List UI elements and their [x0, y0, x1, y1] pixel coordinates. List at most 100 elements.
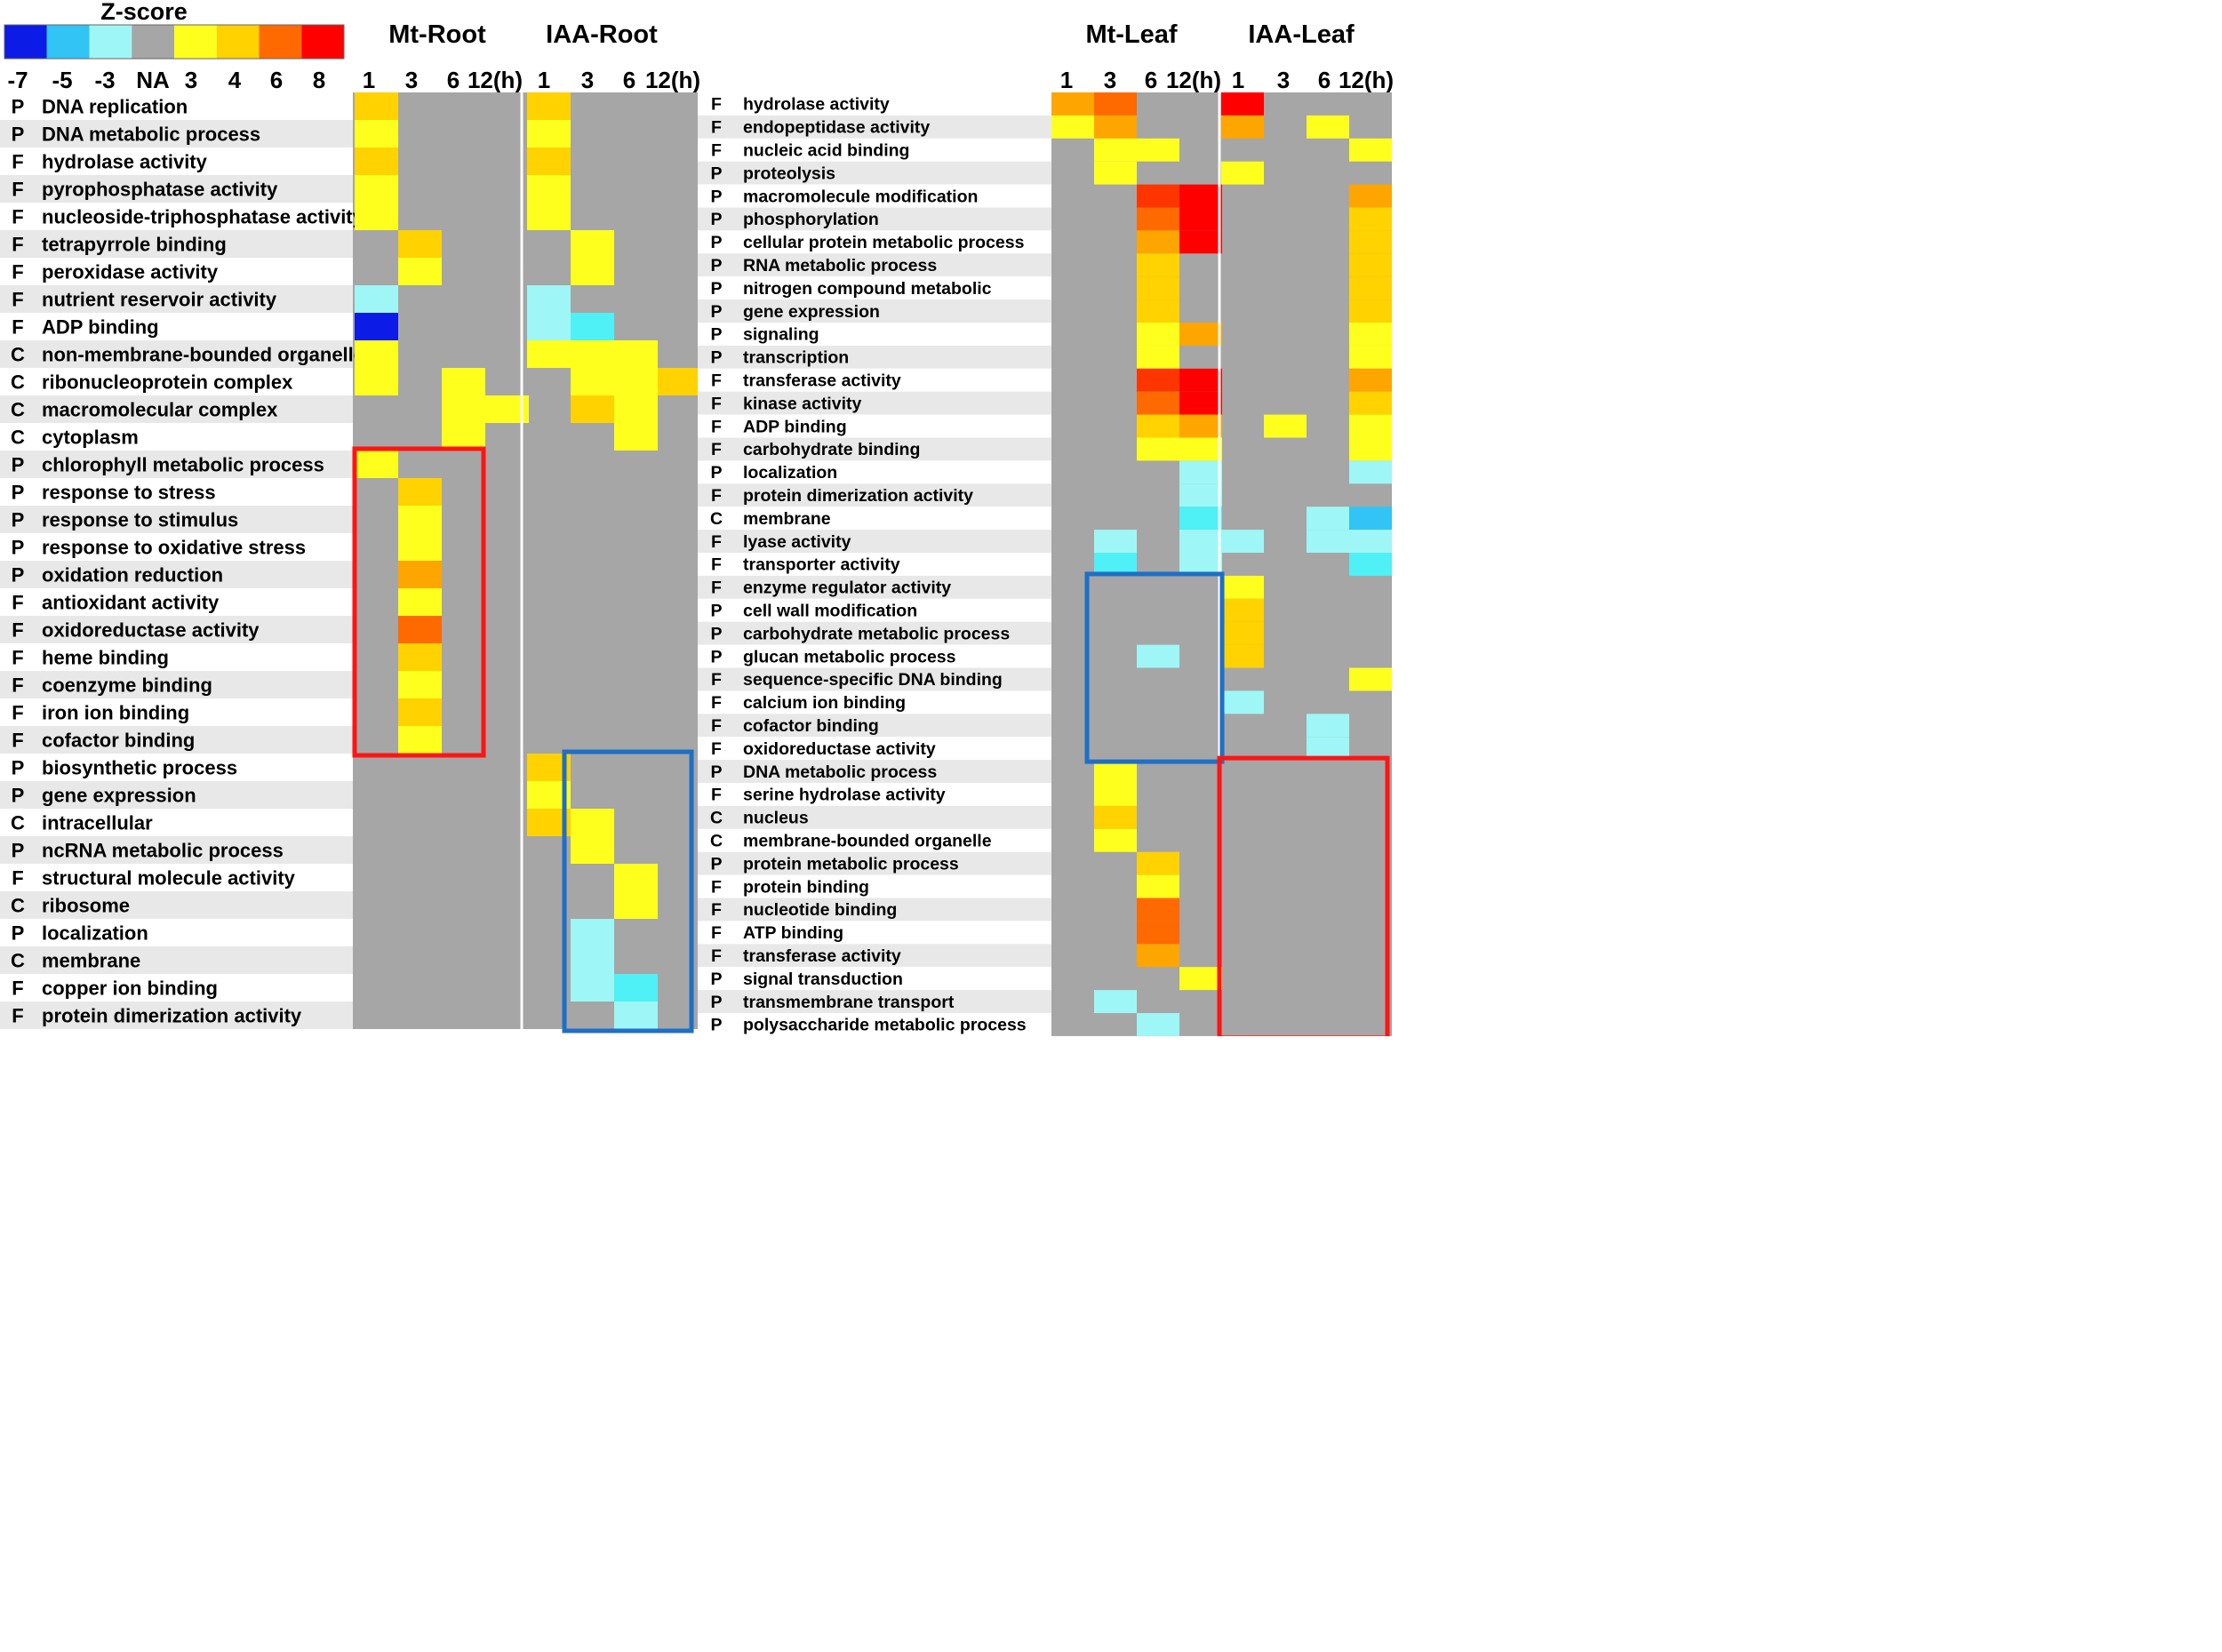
heatmap-cell — [1137, 276, 1179, 300]
heatmap-cell — [1137, 898, 1179, 922]
term-name: polysaccharide metabolic process — [743, 1016, 1027, 1035]
term-category: F — [12, 261, 23, 283]
term-row-background — [0, 92, 353, 120]
heatmap-cell — [571, 313, 614, 340]
term-name: transmembrane transport — [743, 993, 955, 1012]
term-name: cytoplasm — [42, 427, 139, 449]
heatmap-cell — [527, 340, 571, 368]
term-row-background — [0, 643, 353, 671]
term-category: P — [12, 454, 25, 476]
term-row-background — [0, 809, 353, 836]
heatmap-cell — [355, 92, 398, 120]
heatmap-cell — [571, 395, 614, 423]
heatmap-cell — [571, 919, 614, 946]
legend-swatch — [301, 25, 344, 59]
term-category: P — [710, 302, 722, 322]
time-point-label: 1 — [1060, 67, 1073, 93]
term-name: nucleus — [743, 809, 809, 828]
legend-swatch — [4, 25, 47, 59]
term-name: macromolecule modification — [743, 187, 978, 206]
heatmap-cell — [398, 561, 442, 588]
heatmap-cell — [614, 395, 658, 423]
heatmap-cell — [527, 175, 571, 203]
term-category: C — [710, 831, 723, 850]
heatmap-cell — [1349, 207, 1392, 231]
heatmap-cell — [1137, 391, 1179, 415]
heatmap-cell — [398, 726, 442, 754]
heatmap-cell — [1137, 299, 1179, 323]
term-category: F — [711, 877, 722, 897]
legend-title: Z-score — [100, 0, 188, 25]
heatmap-cell — [1179, 530, 1222, 553]
time-point-label: 12(h) — [1339, 67, 1394, 93]
time-point-label: 1 — [1232, 67, 1244, 93]
term-row-background — [698, 828, 1051, 852]
term-row-background — [0, 313, 353, 340]
term-category: F — [12, 151, 23, 173]
legend-swatch — [174, 25, 217, 59]
heatmap-cell — [1349, 414, 1392, 438]
term-row-background — [0, 671, 353, 698]
heatmap-cell — [1349, 276, 1392, 300]
term-row-background — [698, 299, 1051, 323]
legend-label: -7 — [7, 67, 28, 93]
legend-label: 6 — [270, 67, 283, 93]
heatmap-cell — [398, 506, 442, 533]
heatmap-cell — [1137, 345, 1179, 369]
term-row-background — [698, 898, 1051, 922]
heatmap-cell — [1137, 944, 1179, 968]
term-category: F — [711, 532, 722, 552]
term-name: carbohydrate metabolic process — [743, 624, 1010, 643]
term-name: glucan metabolic process — [743, 647, 956, 666]
term-name: gene expression — [743, 302, 880, 322]
heatmap-cell — [614, 340, 658, 368]
term-row-background — [698, 530, 1051, 553]
term-row-background — [0, 946, 353, 974]
heatmap-cell — [1221, 161, 1264, 185]
term-row-background — [698, 874, 1051, 898]
term-category: C — [710, 809, 723, 828]
heatmap-cell — [1137, 230, 1179, 254]
term-row-background — [0, 340, 353, 368]
term-category: P — [12, 482, 25, 504]
term-category: P — [710, 854, 722, 874]
heatmap-cell — [355, 340, 398, 368]
term-name: protein dimerization activity — [42, 1005, 302, 1027]
legend-label: -5 — [52, 67, 72, 93]
term-name: protein binding — [743, 877, 869, 897]
heatmap-cell — [527, 285, 571, 313]
term-category: F — [711, 786, 722, 805]
red-highlight-box — [352, 446, 486, 758]
heatmap-cell — [1349, 299, 1392, 323]
term-row-background — [0, 698, 353, 726]
heatmap-cell — [355, 175, 398, 203]
time-point-label: 3 — [1104, 67, 1116, 93]
term-row-background — [0, 423, 353, 451]
term-category: P — [12, 124, 25, 146]
heatmap-cell — [1349, 507, 1392, 531]
term-category: C — [11, 812, 25, 834]
term-name: antioxidant activity — [42, 592, 220, 614]
term-name: enzyme regulator activity — [743, 579, 951, 598]
term-row-background — [698, 644, 1051, 668]
term-category: F — [711, 579, 722, 598]
term-name: response to stress — [42, 482, 216, 504]
time-point-label: 12(h) — [468, 67, 523, 93]
time-point-label: 3 — [1277, 67, 1290, 93]
heatmap-cell — [1137, 1013, 1179, 1036]
heatmap-cell — [571, 946, 614, 974]
term-name: ATP binding — [743, 923, 843, 943]
heatmap-cell — [1137, 644, 1179, 668]
term-category: P — [710, 279, 722, 299]
term-category: P — [710, 970, 722, 989]
term-row-background — [0, 203, 353, 230]
legend-label: 4 — [228, 67, 242, 93]
term-row-background — [698, 345, 1051, 369]
heatmap-cell — [1221, 530, 1264, 553]
legend-swatch — [259, 25, 302, 59]
heatmap-cell — [527, 313, 571, 340]
heatmap-cell — [527, 148, 571, 175]
term-row-background — [0, 781, 353, 809]
heatmap-cell — [1221, 621, 1264, 645]
term-name: biosynthetic process — [42, 757, 237, 779]
